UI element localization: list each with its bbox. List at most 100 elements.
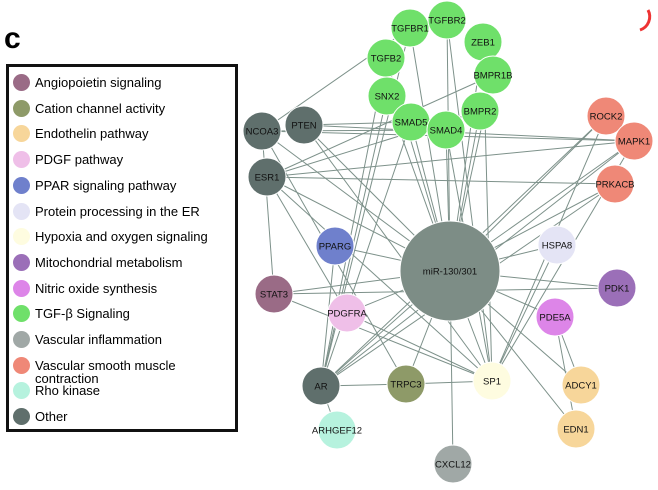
node: [301, 366, 341, 406]
legend-swatch: [13, 99, 30, 117]
node: [561, 365, 601, 405]
node-label: SP1: [483, 377, 501, 388]
legend-label: Endothelin pathway: [35, 126, 149, 142]
legend-label: PPAR signaling pathway: [35, 177, 177, 193]
node: [242, 111, 282, 151]
node: [537, 225, 577, 265]
legend-swatch: [13, 176, 30, 194]
edge: [320, 57, 387, 387]
node: [597, 268, 637, 308]
legend-swatch: [13, 151, 30, 169]
node-label: TGFB2: [371, 54, 402, 65]
node: [460, 91, 500, 131]
edge: [266, 176, 616, 185]
node-label: PDE5A: [539, 313, 571, 324]
legend-label: TGF-β Signaling: [35, 306, 130, 322]
node-label: PRKACB: [595, 180, 634, 191]
node: [586, 96, 626, 136]
legend-item: Cation channel activity: [13, 99, 225, 117]
edge: [261, 130, 275, 295]
node-label: PDK1: [605, 284, 630, 295]
legend-swatch: [13, 356, 30, 374]
legend-swatch: [13, 408, 30, 426]
node: [284, 105, 324, 145]
legend-item: PPAR signaling pathway: [13, 176, 225, 194]
legend-label: Vascular inflammation: [35, 332, 162, 347]
legend-label: Rho kinase: [35, 383, 101, 399]
node-label: SMAD5: [395, 118, 428, 129]
legend-swatch: [13, 202, 30, 220]
legend-label: Cation channel activity: [35, 100, 166, 116]
node: [433, 444, 473, 484]
edge: [266, 74, 494, 178]
node-label: BMPR2: [464, 107, 497, 118]
node-label: MAPK1: [618, 137, 650, 148]
node-label: NCOA3: [246, 127, 279, 138]
legend-label: Nitric oxide synthesis: [35, 280, 158, 296]
edge: [303, 124, 493, 382]
edge: [320, 121, 412, 387]
legend-label: Other: [35, 409, 68, 425]
node: [556, 409, 596, 449]
node: [473, 55, 513, 95]
node-label: SMAD4: [430, 126, 463, 137]
legend-item: TGF-β Signaling: [13, 305, 225, 323]
node-label: BMPR1B: [473, 71, 512, 82]
node: [247, 157, 287, 197]
legend-label: Hypoxia and oxygen signaling: [35, 229, 208, 245]
legend-swatch: [13, 279, 30, 297]
node: [614, 121, 654, 161]
legend-label: PDGF pathway: [35, 152, 124, 168]
node-label: AR: [314, 382, 327, 393]
legend-item: Endothelin pathway: [13, 125, 225, 143]
node-label: TGFBR1: [391, 24, 428, 35]
legend-swatch: [13, 228, 30, 246]
edge: [446, 19, 493, 382]
legend-swatch: [13, 125, 30, 143]
legend: Angiopoietin signaling Cation channel act…: [6, 64, 238, 432]
legend-swatch: [13, 74, 30, 91]
legend-item: Vascular inflammation: [13, 331, 225, 348]
node-label: PTEN: [291, 121, 316, 132]
node: [595, 164, 635, 204]
node-label: HSPA8: [542, 241, 572, 252]
node: [254, 274, 294, 314]
legend-label: Protein processing in the ER: [35, 203, 200, 219]
edge: [266, 176, 493, 382]
node: [390, 8, 430, 48]
corner-arc: [639, 9, 652, 32]
nodes: TGFBR1TGFBR2ZEB1TGFB2BMPR1BSNX2BMPR2SMAD…: [242, 0, 654, 484]
node: [317, 410, 357, 450]
node-label: ADCY1: [565, 381, 597, 392]
node-label: PPARG: [319, 242, 352, 253]
legend-item: Angiopoietin signaling: [13, 74, 225, 91]
node-label: PDGFRA: [327, 309, 367, 320]
node-label: ARHGEF12: [312, 426, 362, 437]
legend-swatch: [13, 331, 30, 348]
node: [535, 297, 575, 337]
legend-label: Vascular smooth muscle contraction: [35, 357, 176, 386]
legend-label: Mitochondrial metabolism: [35, 254, 183, 270]
node: [367, 76, 407, 116]
legend-item: Hypoxia and oxygen signaling: [13, 228, 225, 246]
edge: [320, 95, 388, 387]
node: [315, 226, 355, 266]
node-label: miR-130/301: [423, 267, 477, 278]
legend-item: PDGF pathway: [13, 151, 225, 169]
node-label: ROCK2: [590, 112, 623, 123]
node-label: EDN1: [563, 425, 588, 436]
node-label: CXCL12: [435, 460, 471, 471]
edge: [491, 244, 558, 382]
node-label: ZEB1: [471, 38, 495, 49]
legend-item: Other: [13, 408, 225, 426]
panel-label: c: [4, 22, 21, 55]
legend-item: Nitric oxide synthesis: [13, 279, 225, 297]
edge: [303, 124, 635, 142]
legend-swatch: [13, 382, 30, 400]
node: [427, 0, 467, 40]
node-label: ESR1: [255, 173, 280, 184]
legend-item: Vascular smooth muscle contraction: [13, 356, 225, 386]
legend-label: Angiopoietin signaling: [35, 75, 162, 90]
